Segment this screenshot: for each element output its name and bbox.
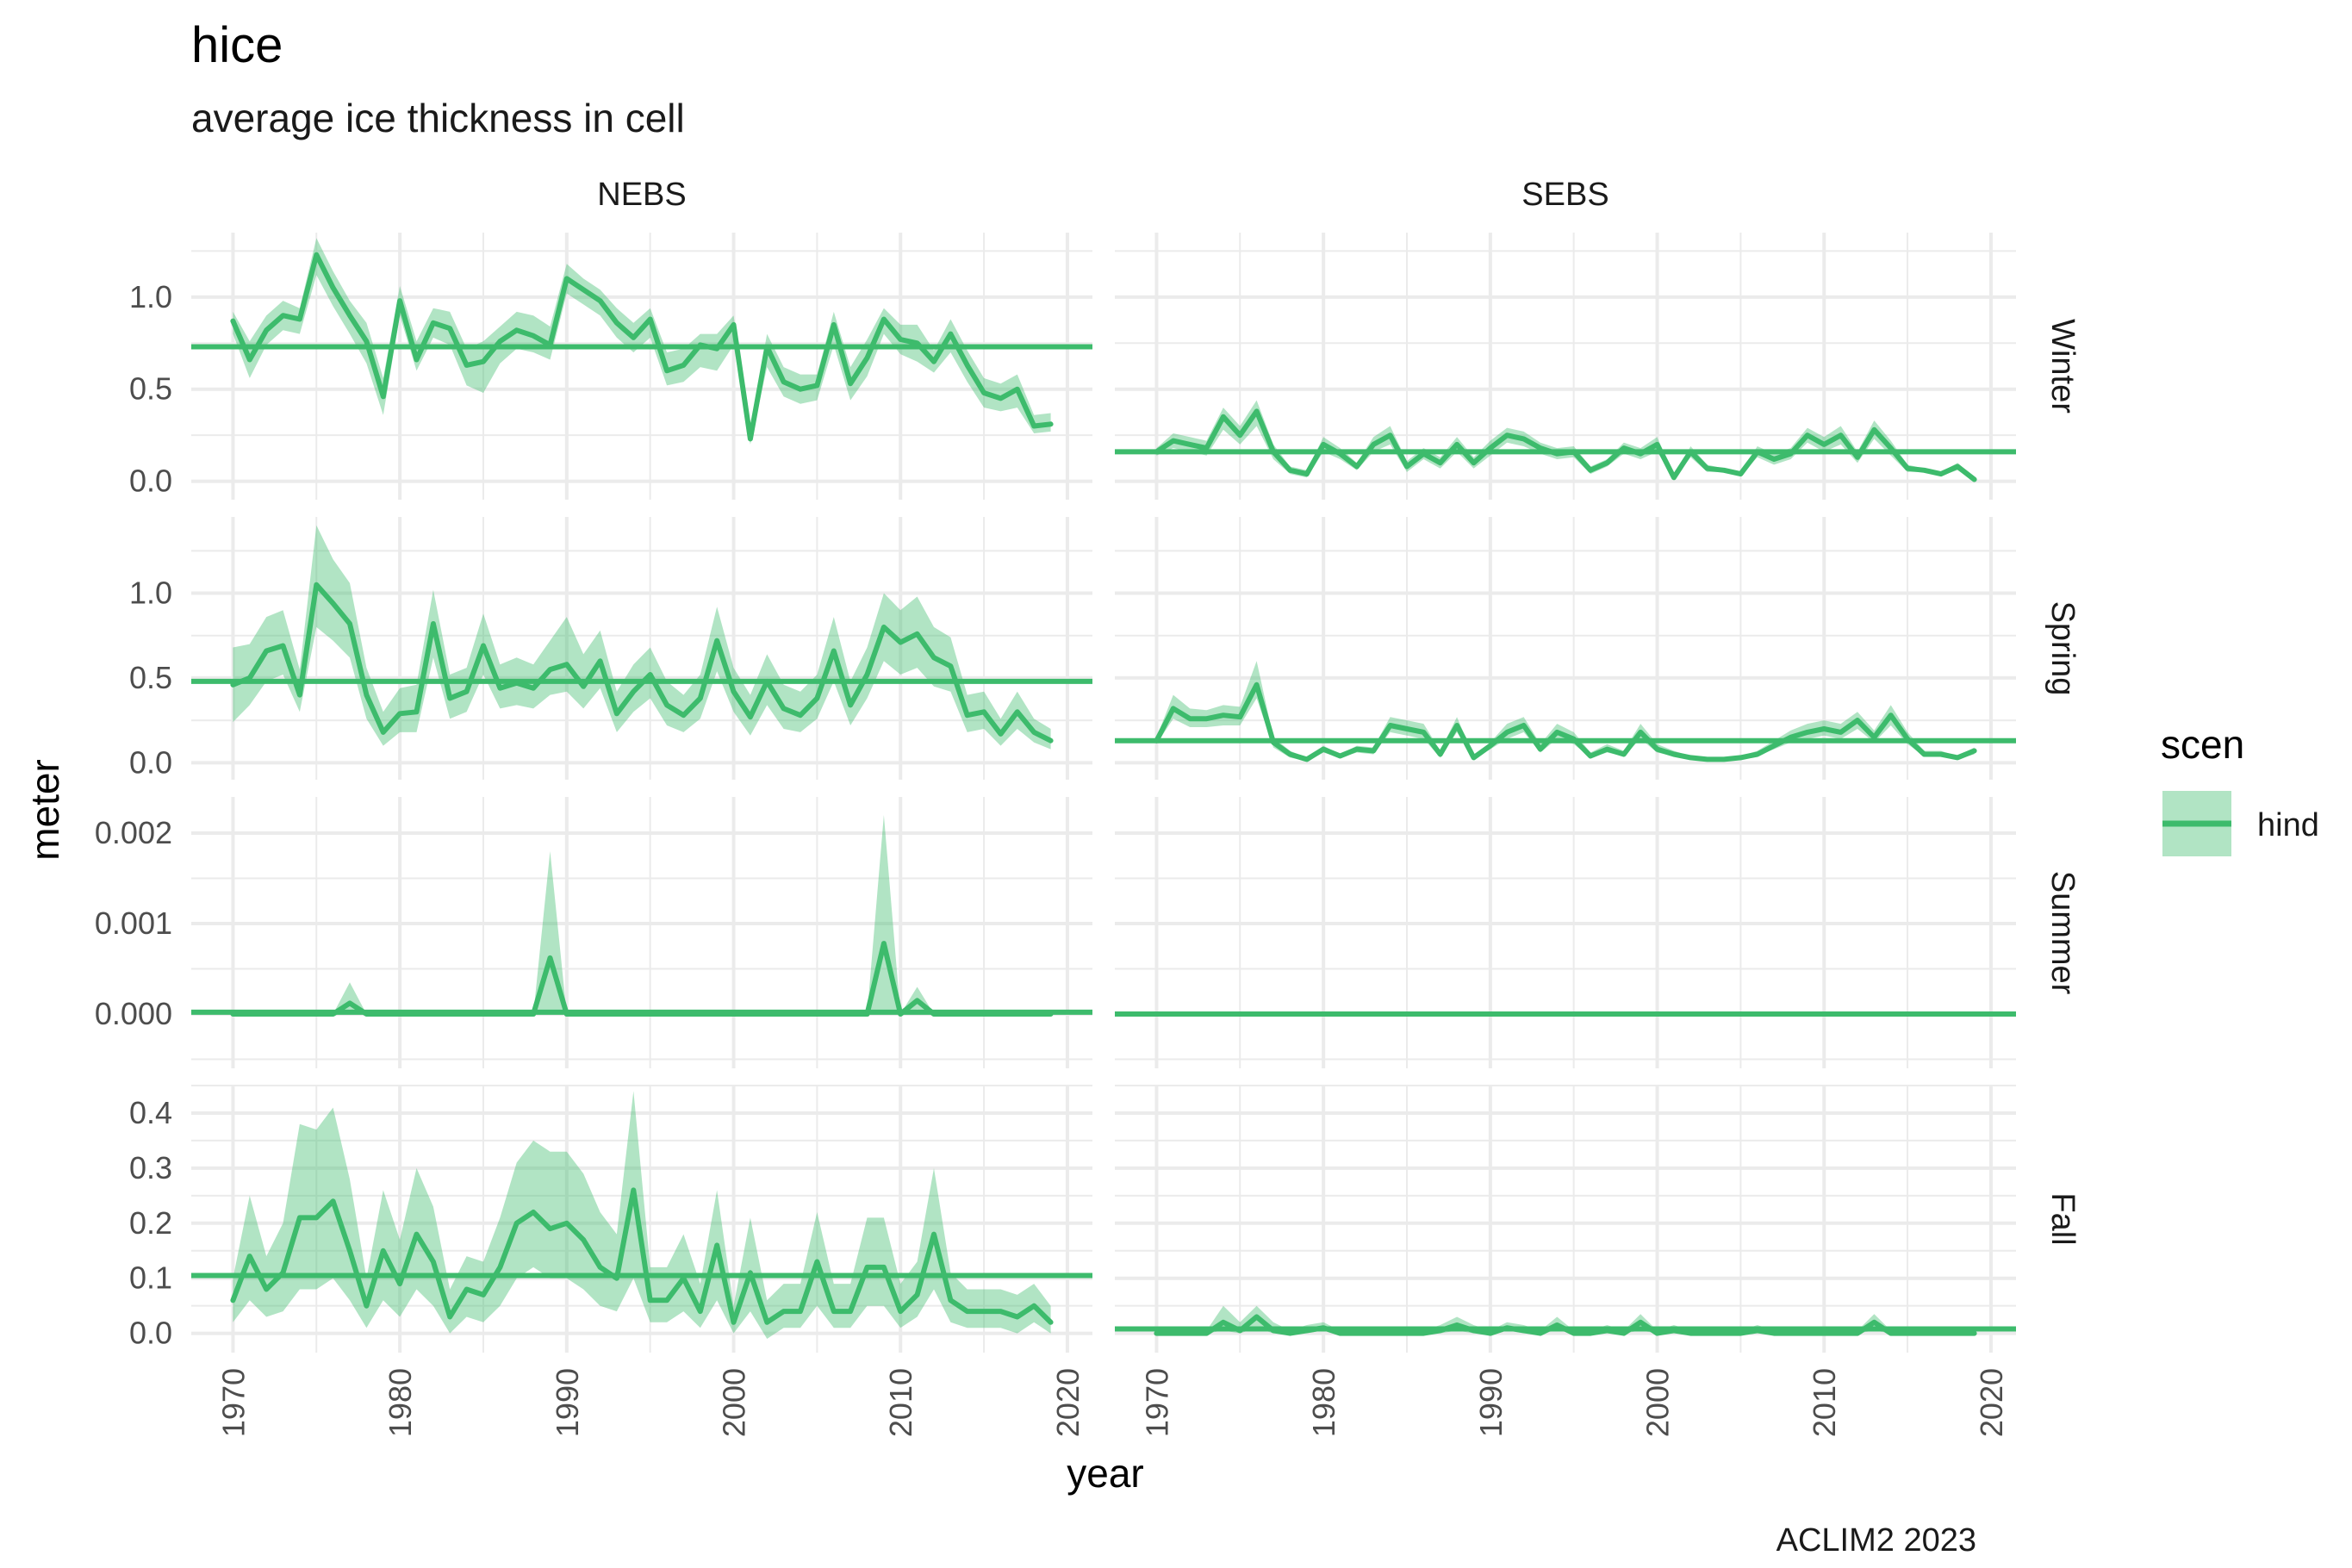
x-tick-label: 1990 — [550, 1368, 585, 1437]
x-tick-label: 1970 — [215, 1368, 251, 1437]
panel-sebs-winter — [1115, 233, 2016, 500]
panel-nebs-fall: 1970 1980 1990 2000 2010 2020 — [191, 1085, 1092, 1437]
panel-sebs-spring — [1115, 517, 2016, 780]
panel-nebs-summer — [191, 797, 1092, 1068]
y-tick-label: 0.002 — [95, 815, 172, 850]
x-tick-label: 2000 — [1640, 1368, 1676, 1437]
y-tick-label: 0.3 — [129, 1150, 172, 1185]
series-ribbon-hind — [1156, 400, 1975, 482]
x-tick-label: 2020 — [1974, 1368, 2009, 1437]
strip-label-spring: Spring — [2044, 601, 2081, 696]
facet-grid: NEBS SEBS Winter 0.0 0.5 1.0 Spring 0.0 0.5 1.0 Su… — [95, 177, 2081, 1437]
y-axis-title: meter — [22, 759, 67, 861]
series-line-hind — [230, 1187, 1054, 1325]
series-ribbon-hind — [233, 525, 1051, 750]
strip-label-summer: Summer — [2044, 871, 2081, 995]
strip-label-fall: Fall — [2044, 1192, 2081, 1245]
strip-label-nebs: NEBS — [597, 177, 686, 213]
x-tick-label: 1980 — [1306, 1368, 1341, 1437]
panel-sebs-fall: 1970 1980 1990 2000 2010 2020 — [1115, 1085, 2016, 1437]
y-tick-label: 0.4 — [129, 1095, 172, 1130]
legend: scen hind — [2161, 722, 2319, 856]
y-tick-label: 0.5 — [129, 660, 172, 695]
y-tick-label: 1.0 — [129, 279, 172, 314]
strip-label-sebs: SEBS — [1521, 177, 1608, 213]
series-ribbon-hind — [233, 815, 1051, 1014]
x-tick-label: 1980 — [383, 1368, 418, 1437]
panel-sebs-summer — [1115, 797, 2016, 1068]
x-axis-title: year — [1067, 1451, 1143, 1496]
x-tick-label: 1970 — [1139, 1368, 1174, 1437]
series-ribbon-hind — [233, 238, 1051, 445]
y-tick-label: 0.0 — [129, 744, 172, 780]
panel-nebs-winter — [191, 233, 1092, 500]
y-tick-label: 0.2 — [129, 1205, 172, 1241]
y-tick-label: 1.0 — [129, 576, 172, 611]
chart-subtitle: average ice thickness in cell — [191, 96, 685, 140]
legend-title: scen — [2161, 722, 2244, 767]
series-line-hind — [1154, 408, 1977, 482]
x-tick-label: 2020 — [1050, 1368, 1086, 1437]
strip-label-winter: Winter — [2044, 319, 2081, 414]
y-tick-label: 0.0 — [129, 1316, 172, 1351]
series-line-hind — [230, 252, 1054, 442]
x-tick-label: 2000 — [717, 1368, 752, 1437]
chart-caption: ACLIM2 2023 — [1776, 1522, 1976, 1559]
legend-entry-hind: hind — [2257, 807, 2319, 843]
y-tick-label: 0.0 — [129, 464, 172, 499]
y-tick-label: 0.5 — [129, 371, 172, 407]
y-tick-label: 0.001 — [95, 905, 172, 941]
series-ribbon-hind — [233, 1091, 1051, 1339]
x-tick-label: 2010 — [883, 1368, 918, 1437]
panel-nebs-spring — [191, 517, 1092, 780]
y-tick-label: 0.000 — [95, 996, 172, 1031]
chart-title: hice — [191, 17, 283, 73]
y-tick-label: 0.1 — [129, 1260, 172, 1296]
x-tick-label: 1990 — [1473, 1368, 1509, 1437]
x-tick-label: 2010 — [1807, 1368, 1842, 1437]
series-line-hind — [1154, 681, 1977, 762]
